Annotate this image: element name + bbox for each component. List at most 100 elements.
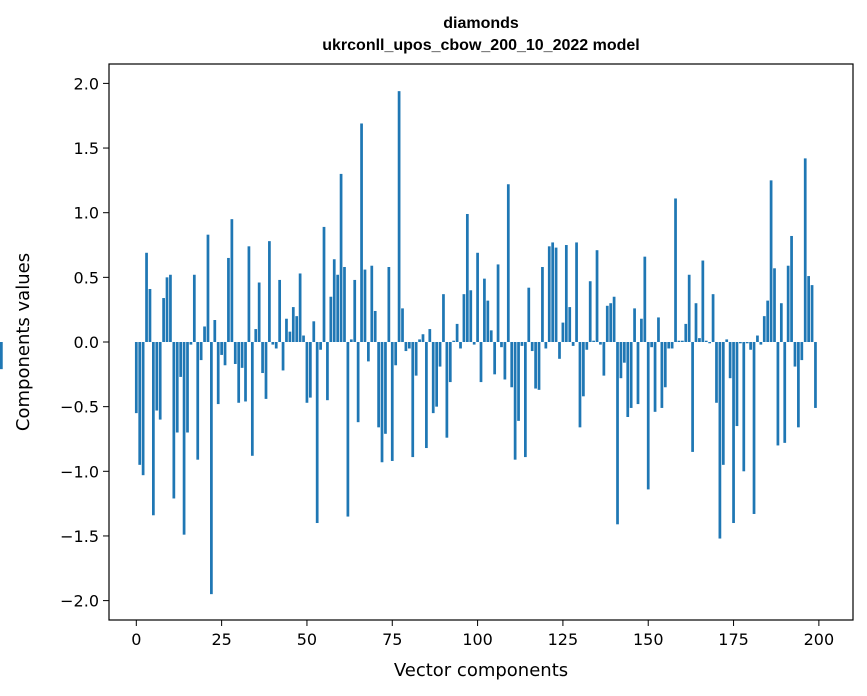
bar xyxy=(626,342,630,417)
bar xyxy=(469,290,473,342)
bar xyxy=(401,308,404,342)
bar xyxy=(732,342,735,524)
bar xyxy=(493,342,497,375)
bar xyxy=(739,342,742,344)
bar xyxy=(582,342,585,397)
bar xyxy=(465,213,469,342)
bar xyxy=(302,335,305,342)
bar xyxy=(418,339,421,342)
bar xyxy=(500,342,503,348)
bar xyxy=(790,235,793,342)
bar xyxy=(698,338,701,342)
bar xyxy=(766,300,770,342)
x-tick-label: 25 xyxy=(211,630,231,649)
bar xyxy=(384,342,387,434)
bar xyxy=(704,340,708,342)
bar xyxy=(643,256,647,342)
bar xyxy=(141,342,145,476)
x-tick-label: 150 xyxy=(633,630,664,649)
bar xyxy=(616,342,619,525)
bar xyxy=(510,342,514,388)
bar xyxy=(769,180,773,342)
bar xyxy=(220,342,223,355)
bar xyxy=(397,91,401,343)
bar xyxy=(411,342,415,458)
bar xyxy=(629,342,633,408)
bar xyxy=(551,242,555,342)
bar xyxy=(807,276,810,342)
bar xyxy=(592,340,595,342)
bar xyxy=(496,264,500,342)
bar xyxy=(257,282,261,342)
bar xyxy=(336,274,340,342)
bar xyxy=(783,342,787,443)
x-tick-label: 0 xyxy=(131,630,141,649)
bar xyxy=(530,342,534,352)
bar xyxy=(394,342,398,366)
y-axis-ticks: 2.0 1.5 1.0 0.5 0.0 −0.5 −1.0 −1.5 −2.0 xyxy=(60,74,109,611)
bar xyxy=(428,329,432,342)
y-tick-label: −1.0 xyxy=(60,462,99,481)
x-axis-ticks: 0 25 50 75 100 125 150 175 200 xyxy=(131,620,834,649)
y-tick-label: 1.0 xyxy=(74,204,99,223)
bar xyxy=(564,245,568,342)
bar xyxy=(414,342,418,376)
bar xyxy=(271,342,275,345)
x-tick-label: 125 xyxy=(548,630,579,649)
bar xyxy=(633,308,636,342)
bar xyxy=(657,317,660,342)
x-tick-label: 200 xyxy=(804,630,835,649)
bar xyxy=(762,316,766,342)
bar xyxy=(605,305,609,342)
bar xyxy=(425,342,428,449)
bar xyxy=(186,342,189,433)
bar xyxy=(206,234,210,342)
bar xyxy=(646,342,650,490)
bar xyxy=(472,342,476,345)
bar xyxy=(674,198,677,342)
bar xyxy=(735,342,739,427)
bar xyxy=(380,342,384,463)
bar xyxy=(152,342,155,516)
bar xyxy=(677,340,681,342)
bar xyxy=(684,323,688,342)
bar xyxy=(759,342,763,345)
bar xyxy=(349,339,353,342)
bar xyxy=(721,342,725,465)
y-tick-label: 2.0 xyxy=(74,74,99,93)
bar xyxy=(319,342,322,350)
bar xyxy=(479,342,483,383)
bar xyxy=(558,342,561,359)
x-axis-label: Vector components xyxy=(394,660,568,681)
bar xyxy=(694,303,698,342)
bar xyxy=(407,342,411,349)
bar xyxy=(588,281,592,342)
bar xyxy=(520,342,524,346)
bar xyxy=(599,342,602,345)
bar xyxy=(568,307,572,342)
y-tick-label: 0.5 xyxy=(74,268,99,287)
bar xyxy=(179,342,183,377)
bar xyxy=(544,342,548,349)
bar xyxy=(346,342,350,517)
bar xyxy=(800,342,804,361)
bar xyxy=(602,342,606,376)
bar xyxy=(233,342,237,364)
bar xyxy=(404,342,408,352)
bar xyxy=(650,342,654,348)
bar xyxy=(298,273,302,342)
bar xyxy=(244,342,247,402)
bar xyxy=(667,342,671,349)
bar xyxy=(370,265,374,342)
bar xyxy=(230,219,234,342)
x-tick-label: 100 xyxy=(462,630,493,649)
bar xyxy=(578,342,582,428)
plot-frame xyxy=(108,63,854,621)
bar xyxy=(448,342,452,383)
bar xyxy=(326,342,329,401)
bar xyxy=(145,252,148,342)
bar xyxy=(575,242,578,342)
bar xyxy=(175,342,179,433)
bar xyxy=(725,339,729,342)
bar xyxy=(810,285,814,342)
